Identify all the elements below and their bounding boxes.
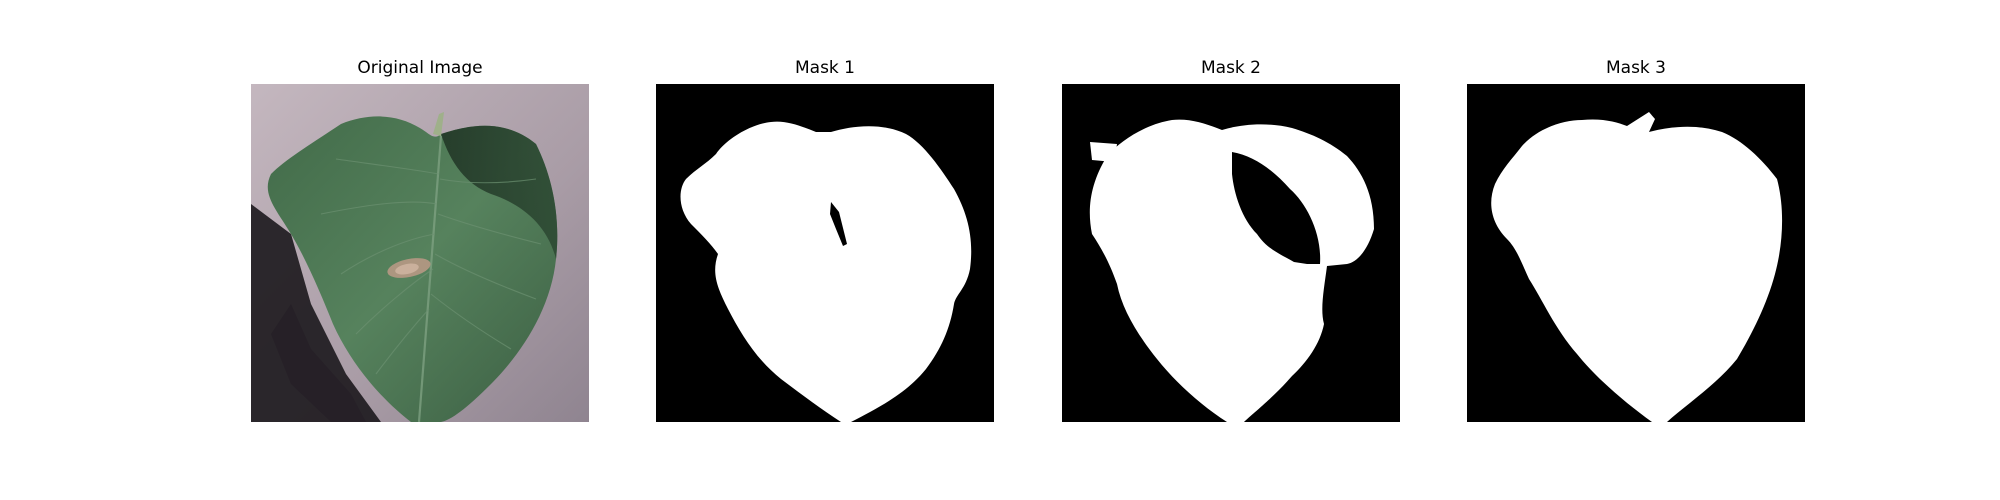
mask-foreground [1089,119,1374,422]
leaf-dark-lobe [441,125,558,259]
leaf-stem [433,112,444,136]
panel-title: Mask 2 [1200,58,1261,78]
mask-1-image [656,84,994,422]
leaf-lesion-center [395,263,419,275]
panel-mask-2: Mask 2 [1062,56,1400,422]
panel-mask-3: Mask 3 [1467,56,1805,422]
leaf-veins [320,158,542,375]
leaf-shadow [251,204,381,422]
panel-title: Mask 1 [794,58,855,78]
mask-hole [1232,152,1321,264]
mask-hole [830,202,847,246]
mask-stray-region [1090,142,1117,162]
mask-edge-notch [956,299,974,320]
mask-foreground [680,121,972,422]
mask-2-image [1062,84,1400,422]
panel-title: Original Image [357,58,483,78]
original-leaf-image [251,84,589,422]
leaf-shadow-edge [271,259,366,422]
mask-foreground [1491,112,1783,422]
mask-3-image [1467,84,1805,422]
panel-original-image: Original Image [251,56,589,422]
panel-mask-1: Mask 1 [656,56,994,422]
leaf-midrib [417,135,443,422]
panel-title: Mask 3 [1605,58,1666,78]
